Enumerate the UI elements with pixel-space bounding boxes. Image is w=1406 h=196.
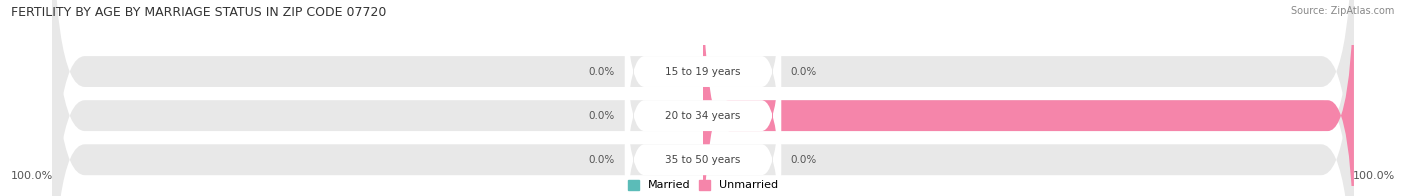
- FancyBboxPatch shape: [52, 0, 1354, 196]
- Text: 0.0%: 0.0%: [790, 155, 817, 165]
- Text: 20 to 34 years: 20 to 34 years: [665, 111, 741, 121]
- Legend: Married, Unmarried: Married, Unmarried: [627, 180, 779, 191]
- Text: Source: ZipAtlas.com: Source: ZipAtlas.com: [1291, 6, 1395, 16]
- Text: 35 to 50 years: 35 to 50 years: [665, 155, 741, 165]
- FancyBboxPatch shape: [52, 0, 1354, 196]
- Text: FERTILITY BY AGE BY MARRIAGE STATUS IN ZIP CODE 07720: FERTILITY BY AGE BY MARRIAGE STATUS IN Z…: [11, 6, 387, 19]
- Text: 100.0%: 100.0%: [11, 171, 53, 181]
- Text: 0.0%: 0.0%: [589, 155, 614, 165]
- Text: 15 to 19 years: 15 to 19 years: [665, 66, 741, 77]
- FancyBboxPatch shape: [624, 0, 782, 188]
- Text: 0.0%: 0.0%: [790, 66, 817, 77]
- FancyBboxPatch shape: [52, 0, 1354, 196]
- FancyBboxPatch shape: [703, 0, 1354, 196]
- FancyBboxPatch shape: [624, 0, 782, 196]
- Text: 0.0%: 0.0%: [589, 111, 614, 121]
- FancyBboxPatch shape: [624, 43, 782, 196]
- Text: 100.0%: 100.0%: [1353, 171, 1395, 181]
- Text: 0.0%: 0.0%: [589, 66, 614, 77]
